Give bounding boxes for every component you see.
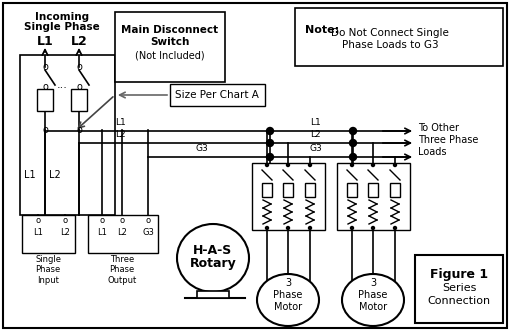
Text: Connection: Connection bbox=[427, 296, 490, 306]
Text: H-A-S: H-A-S bbox=[193, 245, 232, 258]
Circle shape bbox=[265, 164, 268, 166]
Text: (Not Included): (Not Included) bbox=[135, 50, 205, 60]
Bar bbox=[37, 89, 53, 111]
Text: L1: L1 bbox=[115, 118, 126, 127]
Bar bbox=[367, 183, 377, 197]
Circle shape bbox=[349, 127, 356, 134]
Bar bbox=[20, 55, 115, 215]
Circle shape bbox=[308, 226, 311, 229]
Text: L2: L2 bbox=[117, 228, 127, 237]
Circle shape bbox=[266, 127, 273, 134]
Bar bbox=[22, 215, 75, 253]
Text: o: o bbox=[76, 82, 82, 92]
Bar bbox=[389, 183, 399, 197]
Text: o: o bbox=[35, 215, 41, 224]
Text: o: o bbox=[42, 62, 48, 72]
Text: L1: L1 bbox=[24, 170, 36, 180]
Text: L1: L1 bbox=[37, 35, 53, 48]
Text: o: o bbox=[99, 215, 104, 224]
Circle shape bbox=[371, 164, 374, 166]
Bar bbox=[304, 183, 315, 197]
Circle shape bbox=[266, 139, 273, 147]
Circle shape bbox=[349, 154, 356, 161]
Text: L1: L1 bbox=[33, 228, 43, 237]
Text: o: o bbox=[119, 215, 124, 224]
Text: 3
Phase
Motor: 3 Phase Motor bbox=[273, 278, 302, 311]
Bar bbox=[71, 89, 87, 111]
Text: G3: G3 bbox=[309, 144, 322, 153]
Text: o: o bbox=[76, 125, 82, 135]
Text: G3: G3 bbox=[142, 228, 154, 237]
Bar bbox=[414, 255, 502, 323]
Text: Three
Phase
Output: Three Phase Output bbox=[107, 255, 136, 285]
Text: ...: ... bbox=[56, 80, 67, 90]
Circle shape bbox=[286, 226, 289, 229]
Text: Do Not Connect Single
Phase Loads to G3: Do Not Connect Single Phase Loads to G3 bbox=[330, 28, 448, 50]
Circle shape bbox=[266, 154, 273, 161]
Text: To Other
Three Phase
Loads: To Other Three Phase Loads bbox=[417, 123, 477, 157]
Text: o: o bbox=[62, 215, 67, 224]
Text: o: o bbox=[76, 62, 82, 72]
Text: Size Per Chart A: Size Per Chart A bbox=[175, 90, 259, 100]
Circle shape bbox=[349, 139, 356, 147]
Bar bbox=[294, 8, 502, 66]
Text: Incoming: Incoming bbox=[35, 12, 89, 22]
Text: L1: L1 bbox=[97, 228, 107, 237]
Bar bbox=[282, 183, 293, 197]
Circle shape bbox=[393, 226, 395, 229]
Circle shape bbox=[350, 164, 353, 166]
Text: o: o bbox=[42, 125, 48, 135]
Text: 3
Phase
Motor: 3 Phase Motor bbox=[358, 278, 387, 311]
Circle shape bbox=[286, 164, 289, 166]
Text: Single Phase: Single Phase bbox=[24, 22, 100, 32]
Bar bbox=[336, 163, 409, 230]
Ellipse shape bbox=[257, 274, 318, 326]
Text: Main Disconnect: Main Disconnect bbox=[121, 25, 218, 35]
Text: L2: L2 bbox=[70, 35, 87, 48]
Ellipse shape bbox=[342, 274, 403, 326]
Ellipse shape bbox=[177, 224, 248, 292]
Text: L2: L2 bbox=[309, 130, 320, 139]
Text: L2: L2 bbox=[60, 228, 70, 237]
Text: Rotary: Rotary bbox=[189, 258, 236, 270]
Text: Note:: Note: bbox=[304, 25, 338, 35]
Circle shape bbox=[371, 226, 374, 229]
Text: Series: Series bbox=[441, 283, 475, 293]
Circle shape bbox=[393, 164, 395, 166]
Bar bbox=[169, 84, 265, 106]
Text: o: o bbox=[145, 215, 150, 224]
Text: L1: L1 bbox=[309, 118, 320, 127]
Bar bbox=[196, 291, 229, 298]
Bar bbox=[262, 183, 271, 197]
Circle shape bbox=[350, 226, 353, 229]
Text: L2: L2 bbox=[49, 170, 61, 180]
Text: G3: G3 bbox=[194, 144, 207, 153]
Circle shape bbox=[308, 164, 311, 166]
Text: Switch: Switch bbox=[150, 37, 189, 47]
Bar bbox=[115, 12, 224, 82]
Circle shape bbox=[265, 226, 268, 229]
Text: o: o bbox=[42, 82, 48, 92]
Bar bbox=[88, 215, 158, 253]
Text: Figure 1: Figure 1 bbox=[429, 268, 487, 281]
Text: Single
Phase
Input: Single Phase Input bbox=[35, 255, 61, 285]
Text: L2: L2 bbox=[115, 130, 125, 139]
Bar bbox=[346, 183, 356, 197]
Bar bbox=[251, 163, 324, 230]
